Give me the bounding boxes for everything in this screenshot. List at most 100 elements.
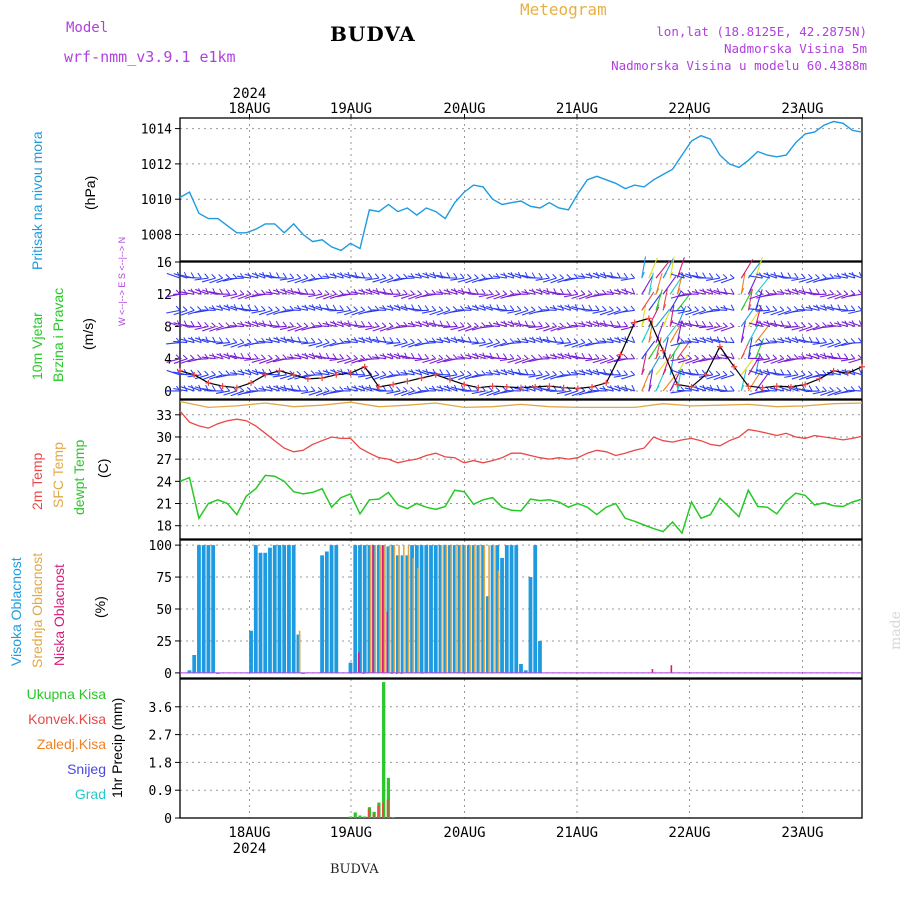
wind-barb <box>713 388 728 392</box>
wind-barb <box>450 374 465 380</box>
wind-barb <box>678 321 692 327</box>
wind-barb <box>443 374 458 378</box>
wind-barb-flag <box>559 370 564 376</box>
wind-barb <box>763 358 777 364</box>
wind-barb-flag <box>641 271 645 279</box>
wind-barb-flag <box>317 273 323 279</box>
wind-barb-flag <box>367 370 373 376</box>
elevation-label: Nadmorska Visina 5m <box>724 41 867 56</box>
wind-barb <box>834 293 848 300</box>
wind-barb <box>592 358 607 364</box>
wind-barb-flag <box>560 288 565 295</box>
wind-barb <box>180 358 195 364</box>
wind-barb-flag <box>740 304 746 311</box>
wind-barb <box>563 325 578 329</box>
high-cloud-bar <box>457 545 462 673</box>
wind-barb <box>237 307 252 311</box>
wind-barb <box>676 257 685 279</box>
wind-barb-flag <box>324 386 330 392</box>
wind-barb-flag <box>453 321 458 327</box>
wind-barb <box>293 340 308 344</box>
wind-barb <box>315 293 330 299</box>
wind-barb-flag <box>303 385 309 392</box>
wind-barb <box>301 390 316 395</box>
wind-barb <box>486 293 500 299</box>
wind-barb <box>173 273 188 279</box>
wind-barb-flag <box>623 321 628 327</box>
wind-barb <box>422 358 436 364</box>
wind-barb-flag <box>843 353 849 359</box>
wind-barb-flag <box>247 353 252 359</box>
wind-barb-flag <box>546 336 550 343</box>
wind-barb <box>237 293 252 300</box>
wind-barb-flag <box>641 368 645 376</box>
wind-barb-flag <box>808 385 813 392</box>
wind-barb-flag <box>446 369 451 376</box>
wind-barb <box>798 388 813 392</box>
wind-barb <box>670 273 685 279</box>
wind-barb-flag <box>374 370 380 376</box>
wind-barb <box>699 289 713 295</box>
wind-barb-flag <box>225 274 231 279</box>
wind-barb <box>720 341 735 344</box>
wind-barb <box>720 277 735 284</box>
wind-barb <box>350 324 365 328</box>
wind-barb <box>713 309 728 311</box>
wind-barb-flag <box>339 290 344 295</box>
mid-cloud-bar <box>388 545 391 673</box>
wind-barb-flag <box>246 290 252 295</box>
wind-barb <box>372 356 387 360</box>
wind-barb <box>230 342 245 348</box>
wind-barb <box>180 291 195 295</box>
wind-barb-flag <box>662 289 668 295</box>
wind-barb-flag <box>417 290 422 295</box>
wind-barb <box>706 374 721 380</box>
wind-barb-flag <box>730 288 735 295</box>
wind-barb-flag <box>538 272 543 279</box>
wind-barb <box>450 309 465 313</box>
wind-barb <box>357 374 372 378</box>
wind-barb-flag <box>829 289 834 295</box>
mid-cloud-bar <box>440 545 443 673</box>
wind-barb <box>557 353 571 360</box>
wind-barb-flag <box>310 370 316 376</box>
mid-cloud-bar <box>412 557 415 673</box>
wind-barb-flag <box>702 272 707 279</box>
wind-barb <box>322 293 337 300</box>
bottom-date-label: 18AUG <box>228 825 270 841</box>
high-cloud-bar <box>334 545 339 673</box>
wind-barb-flag <box>669 337 675 343</box>
wind-barb-flag <box>836 338 842 343</box>
wind-barb <box>676 272 684 295</box>
cloud-tick-label: 75 <box>156 571 172 586</box>
wind-barb <box>351 386 365 392</box>
wind-barb-flag <box>680 353 685 360</box>
wind-barb <box>315 342 330 348</box>
legend-total-precip: Ukupna Kisa <box>26 686 106 702</box>
wind-barb <box>429 273 444 279</box>
wind-barb-flag <box>708 370 714 376</box>
wind-barb-flag <box>495 386 501 392</box>
wind-barb <box>464 306 479 311</box>
wind-barb <box>791 374 806 380</box>
wind-barb-flag <box>481 274 486 279</box>
wind-barb <box>848 321 863 327</box>
wind-barb <box>229 277 244 280</box>
wind-barb <box>592 309 607 314</box>
wind-barb-flag <box>225 288 231 295</box>
bottom-date-label: 23AUG <box>781 825 823 841</box>
wind-barb <box>578 370 593 376</box>
wind-barb-flag <box>396 337 401 343</box>
wind-barb <box>571 293 586 300</box>
wind-barb-flag <box>747 337 753 343</box>
wind-barb <box>223 390 237 396</box>
wind-barb <box>607 309 621 316</box>
wind-barb <box>478 325 493 329</box>
wind-barb-flag <box>310 386 316 392</box>
wind-barb-flag <box>175 354 181 360</box>
wind-barb <box>677 342 692 345</box>
high-cloud-bar <box>504 545 509 673</box>
wind-barb-flag <box>403 386 408 392</box>
wind-barb <box>265 291 280 295</box>
mid-cloud-bar <box>474 545 476 673</box>
